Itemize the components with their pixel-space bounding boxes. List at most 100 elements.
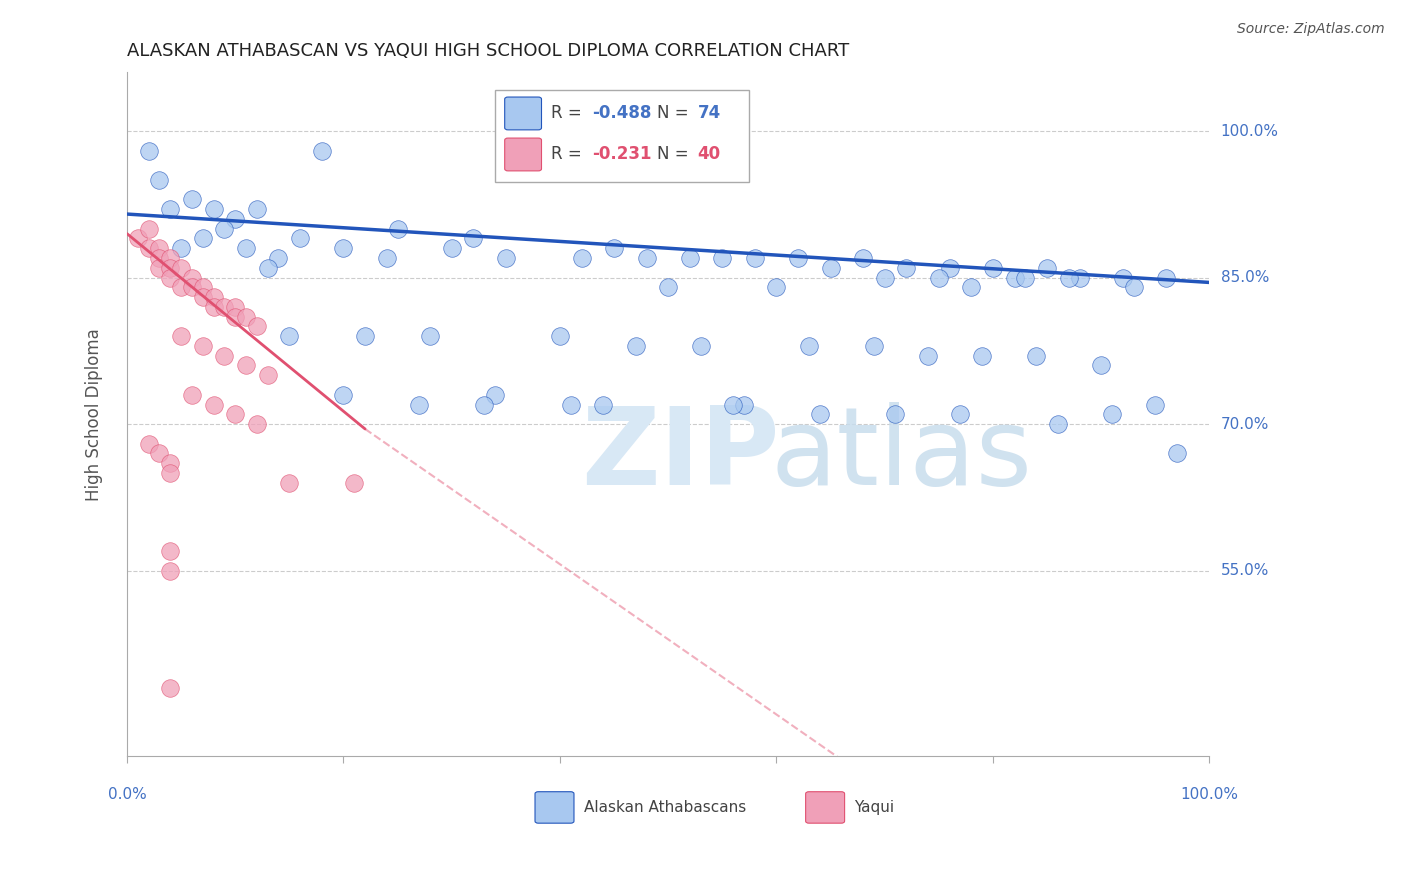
- Point: [1014, 270, 1036, 285]
- Point: [246, 417, 269, 431]
- Text: N =: N =: [658, 145, 695, 163]
- Point: [159, 270, 181, 285]
- Point: [311, 144, 333, 158]
- Point: [1057, 270, 1080, 285]
- Point: [214, 349, 236, 363]
- Point: [191, 280, 214, 294]
- Point: [1154, 270, 1177, 285]
- Text: R =: R =: [551, 145, 588, 163]
- Point: [592, 398, 614, 412]
- Point: [928, 270, 950, 285]
- Point: [159, 456, 181, 470]
- Text: R =: R =: [551, 104, 588, 122]
- Point: [202, 202, 225, 217]
- Point: [1112, 270, 1135, 285]
- Point: [419, 329, 441, 343]
- Text: atlas: atlas: [770, 402, 1033, 508]
- Text: Source: ZipAtlas.com: Source: ZipAtlas.com: [1237, 22, 1385, 37]
- Point: [917, 349, 939, 363]
- Point: [484, 388, 506, 402]
- Point: [721, 398, 744, 412]
- Point: [689, 339, 711, 353]
- Point: [170, 260, 193, 275]
- Point: [214, 221, 236, 235]
- Point: [191, 339, 214, 353]
- Point: [202, 398, 225, 412]
- Point: [138, 436, 160, 450]
- Point: [159, 251, 181, 265]
- Point: [332, 241, 354, 255]
- Point: [863, 339, 886, 353]
- Point: [408, 398, 430, 412]
- Point: [1004, 270, 1026, 285]
- Point: [797, 339, 820, 353]
- Point: [180, 193, 202, 207]
- Point: [527, 144, 550, 158]
- Point: [679, 251, 702, 265]
- Point: [235, 359, 257, 373]
- Point: [571, 251, 593, 265]
- Point: [159, 260, 181, 275]
- Text: Alaskan Athabascans: Alaskan Athabascans: [583, 800, 747, 815]
- Point: [191, 231, 214, 245]
- Text: 55.0%: 55.0%: [1220, 563, 1268, 578]
- Point: [820, 260, 842, 275]
- Point: [180, 388, 202, 402]
- Point: [896, 260, 918, 275]
- Text: -0.231: -0.231: [592, 145, 652, 163]
- Point: [180, 280, 202, 294]
- Point: [224, 407, 246, 421]
- Point: [624, 339, 647, 353]
- Point: [148, 173, 170, 187]
- Point: [246, 202, 269, 217]
- Text: ZIP: ZIP: [582, 402, 780, 508]
- Point: [472, 398, 495, 412]
- Point: [235, 310, 257, 324]
- Point: [170, 241, 193, 255]
- FancyBboxPatch shape: [536, 792, 574, 823]
- Point: [949, 407, 972, 421]
- Point: [560, 398, 582, 412]
- FancyBboxPatch shape: [495, 89, 749, 182]
- Point: [1122, 280, 1144, 294]
- Text: 70.0%: 70.0%: [1220, 417, 1268, 432]
- Point: [375, 251, 398, 265]
- Point: [440, 241, 463, 255]
- Point: [224, 310, 246, 324]
- Text: -0.488: -0.488: [592, 104, 652, 122]
- Text: Yaqui: Yaqui: [855, 800, 894, 815]
- Point: [884, 407, 907, 421]
- Y-axis label: High School Diploma: High School Diploma: [86, 328, 103, 500]
- FancyBboxPatch shape: [505, 97, 541, 130]
- Point: [873, 270, 896, 285]
- Point: [127, 231, 149, 245]
- Point: [148, 241, 170, 255]
- Point: [1101, 407, 1123, 421]
- Point: [343, 475, 366, 490]
- Point: [288, 231, 311, 245]
- Point: [548, 329, 571, 343]
- Point: [711, 251, 734, 265]
- Point: [636, 251, 658, 265]
- Point: [603, 241, 626, 255]
- Point: [159, 564, 181, 578]
- Point: [235, 241, 257, 255]
- Point: [970, 349, 993, 363]
- Point: [1090, 359, 1112, 373]
- Point: [1144, 398, 1167, 412]
- Text: 85.0%: 85.0%: [1220, 270, 1268, 285]
- Text: 100.0%: 100.0%: [1181, 787, 1239, 802]
- FancyBboxPatch shape: [505, 138, 541, 171]
- Point: [1069, 270, 1091, 285]
- Point: [202, 290, 225, 304]
- Point: [246, 319, 269, 334]
- Point: [180, 270, 202, 285]
- Point: [256, 260, 278, 275]
- Point: [852, 251, 875, 265]
- Point: [159, 681, 181, 695]
- Point: [202, 300, 225, 314]
- Text: 100.0%: 100.0%: [1220, 123, 1278, 138]
- Point: [148, 446, 170, 460]
- Point: [463, 231, 485, 245]
- Point: [1166, 446, 1188, 460]
